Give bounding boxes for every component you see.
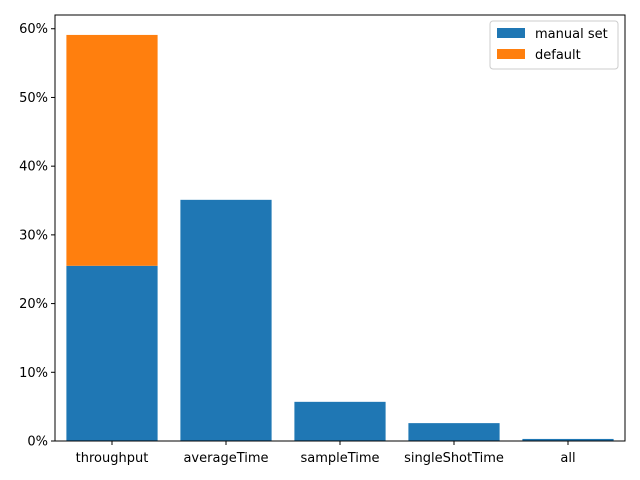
- y-tick-label: 40%: [19, 160, 48, 175]
- legend-label-0: manual set: [535, 27, 608, 42]
- x-tick-label: averageTime: [183, 451, 268, 466]
- plot-frame: [54, 14, 626, 442]
- x-tick-label: all: [560, 451, 575, 466]
- x-tick-label: throughput: [76, 451, 149, 466]
- x-tick-label: singleShotTime: [404, 451, 504, 466]
- legend-label-1: default: [535, 48, 581, 63]
- y-tick-label: 20%: [19, 297, 48, 312]
- bar-throughput-series-0: [66, 265, 158, 441]
- bar-throughput-series-1: [66, 34, 158, 266]
- y-tick-label: 0%: [27, 435, 48, 450]
- y-tick-label: 30%: [19, 228, 48, 243]
- bar-averageTime-series-0: [180, 199, 272, 441]
- y-tick-label: 10%: [19, 366, 48, 381]
- bars-group: [66, 34, 614, 441]
- y-tick-label: 50%: [19, 91, 48, 106]
- y-tick-label: 60%: [19, 22, 48, 37]
- x-axis: throughput averageTime sampleTime singleSho…: [76, 441, 576, 466]
- legend: manual set default: [489, 20, 619, 70]
- bar-singleShotTime-series-0: [408, 423, 500, 441]
- x-tick-label: sampleTime: [300, 451, 379, 466]
- legend-swatch-1: [497, 49, 525, 59]
- y-axis: 0% 10% 20% 30% 40% 50% 60%: [19, 22, 55, 450]
- bar-all-series-0: [522, 438, 614, 441]
- legend-swatch-0: [497, 28, 525, 38]
- bar-sampleTime-series-0: [294, 401, 386, 441]
